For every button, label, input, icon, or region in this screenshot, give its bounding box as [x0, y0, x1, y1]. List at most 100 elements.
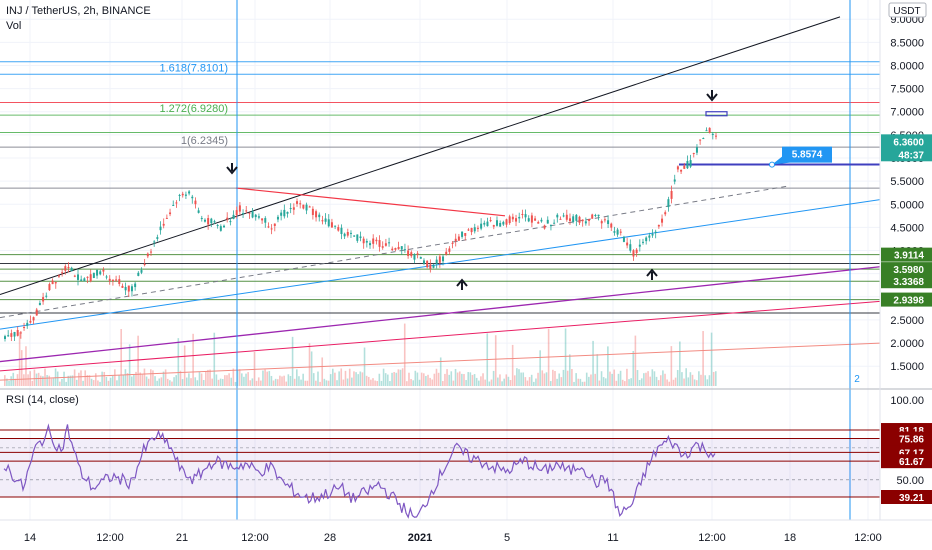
volume-bar: [365, 375, 368, 386]
volume-bar: [469, 372, 472, 386]
volume-bar: [562, 369, 565, 386]
volume-bar: [545, 372, 548, 386]
candle-body: [153, 241, 156, 243]
candle-body: [308, 206, 311, 208]
volume-bar: [42, 376, 44, 386]
volume-bar: [575, 373, 577, 386]
volume-bar: [166, 378, 169, 386]
marker-box-top[interactable]: [705, 111, 728, 117]
candle-body: [302, 204, 305, 209]
volume-bar: [348, 368, 351, 386]
candle-body: [648, 235, 651, 238]
volume-bar: [585, 372, 588, 386]
candle-body: [575, 214, 578, 221]
candle-body: [537, 221, 540, 224]
volume-bar: [425, 375, 427, 386]
candle-body: [705, 130, 708, 132]
volume-bar: [262, 370, 264, 386]
volume-bar: [8, 380, 10, 386]
volume-bar: [327, 380, 330, 386]
candle-body: [568, 218, 571, 222]
volume-bar: [219, 378, 222, 386]
currency-button-label[interactable]: USDT: [893, 6, 920, 17]
volume-bar: [408, 372, 410, 386]
candle-body: [534, 218, 537, 221]
candle-body: [378, 240, 381, 247]
volume-bar: [465, 380, 467, 386]
grid-layer: [0, 0, 880, 520]
volume-bar: [50, 378, 53, 386]
volume-bar: [520, 372, 522, 386]
rsi-axis-tick: 50.00: [896, 475, 924, 487]
volume-bar: [336, 380, 338, 386]
volume-bar: [632, 351, 635, 386]
volume-bar: [355, 372, 357, 386]
volume-bar: [526, 380, 529, 386]
volume-bar: [636, 370, 639, 386]
candle-body: [495, 220, 498, 226]
drawing-layer[interactable]: [0, 0, 881, 520]
candle-body: [546, 219, 549, 224]
volume-bar: [471, 374, 474, 386]
candle-body: [254, 214, 257, 218]
trend-line-purple[interactable]: [0, 266, 881, 363]
candle-body: [162, 223, 165, 226]
volume-bar: [693, 379, 696, 386]
volume-bar: [268, 371, 271, 386]
volume-bar: [416, 372, 419, 386]
horizontal-lines[interactable]: [0, 61, 880, 314]
candle-body: [70, 267, 73, 272]
candle-body: [111, 279, 114, 282]
candle-body: [641, 241, 644, 243]
volume-bar: [429, 377, 431, 386]
candle-body: [591, 214, 594, 219]
volume-bar: [579, 378, 582, 386]
volume-bar: [456, 372, 459, 386]
volume-bar: [480, 376, 482, 386]
volume-bar: [304, 380, 307, 386]
currency-button[interactable]: USDT: [888, 2, 927, 18]
volume-bar: [213, 332, 216, 386]
volume-bar: [611, 373, 613, 386]
volume-bar: [183, 345, 186, 386]
candle-body: [584, 221, 587, 224]
volume-bar: [224, 375, 226, 386]
volume-bar: [300, 379, 302, 386]
trend-line-upper[interactable]: [0, 16, 841, 295]
candle-body: [715, 135, 717, 137]
candle-body: [359, 236, 362, 239]
trend-line-red[interactable]: [0, 300, 881, 372]
volume-bar: [393, 372, 395, 386]
candle-body: [156, 237, 159, 239]
candle-body: [400, 246, 403, 250]
volume-bar: [554, 370, 556, 386]
volume-bar: [653, 371, 656, 386]
candle-body: [219, 226, 222, 231]
volume-bar: [312, 373, 315, 386]
volume-bar: [380, 380, 383, 386]
candle-body: [210, 218, 213, 224]
candle-body: [203, 219, 206, 222]
candle-body: [464, 233, 467, 236]
volume-bar: [126, 373, 129, 386]
trend-line-pink[interactable]: [0, 342, 881, 381]
candle-body: [597, 214, 600, 217]
candle-body: [638, 244, 641, 247]
candle-body: [588, 219, 591, 221]
volume-bar: [122, 375, 125, 386]
trend-line-dashed[interactable]: [0, 185, 791, 319]
currency-button-frame[interactable]: [888, 2, 927, 18]
volume-bar: [190, 378, 192, 386]
volume-bar: [281, 376, 283, 386]
candle-body: [197, 210, 200, 213]
volume-bar: [444, 373, 446, 386]
volume-bar: [607, 346, 609, 386]
candle-body: [165, 217, 168, 219]
candle-body: [181, 193, 184, 196]
price-callout[interactable]: [772, 146, 832, 165]
candle-body: [92, 272, 95, 278]
volume-bar: [211, 378, 213, 386]
trend-line-resistance[interactable]: [235, 187, 506, 217]
candle-body: [578, 216, 581, 223]
